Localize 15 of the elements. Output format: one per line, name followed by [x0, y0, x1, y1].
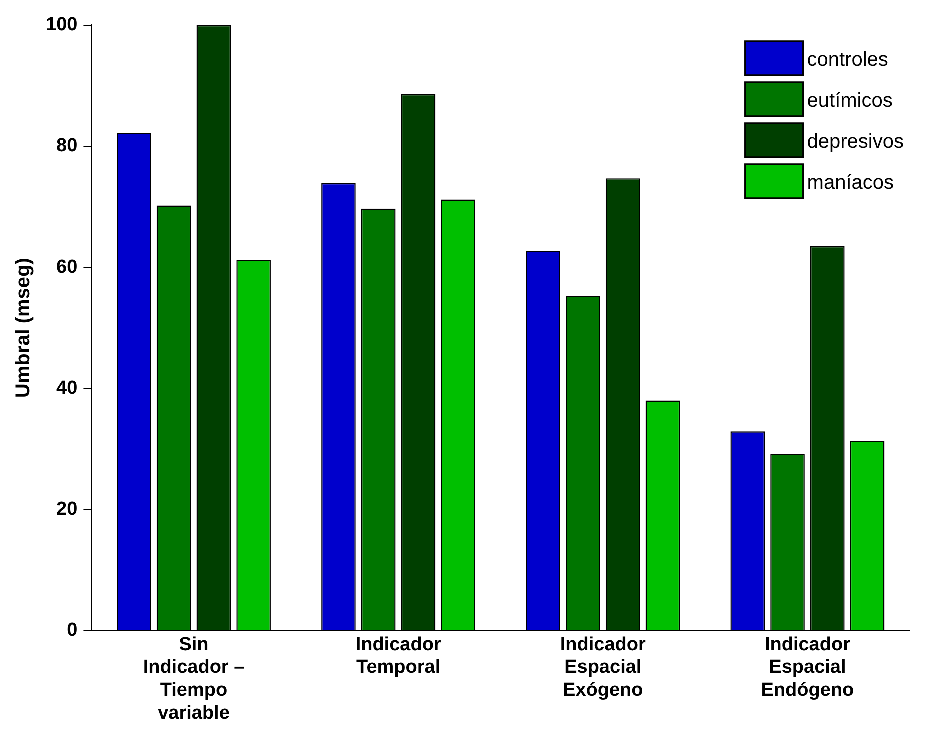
y-axis-title: Umbral (mseg)	[12, 258, 35, 398]
legend-label: eutímicos	[807, 90, 893, 112]
y-tick-label: 60	[56, 256, 78, 278]
legend-label: depresivos	[807, 130, 904, 153]
x-tick-label: Sin Indicador – Tiempo variable	[143, 634, 245, 724]
x-tick-label: Indicador Temporal	[356, 634, 442, 678]
x-tick-label: Indicador Espacial Endógeno	[761, 634, 854, 702]
y-tick-label: 40	[56, 378, 78, 399]
legend-label: controles	[807, 48, 888, 71]
y-tick-label: 20	[56, 498, 78, 520]
legend-label: maníacos	[807, 172, 894, 194]
y-tick-label: 80	[56, 136, 78, 157]
x-tick-label: Indicador Espacial Exógeno	[560, 634, 646, 702]
y-tick-label: 0	[67, 620, 78, 642]
y-tick-label: 100	[46, 14, 78, 36]
